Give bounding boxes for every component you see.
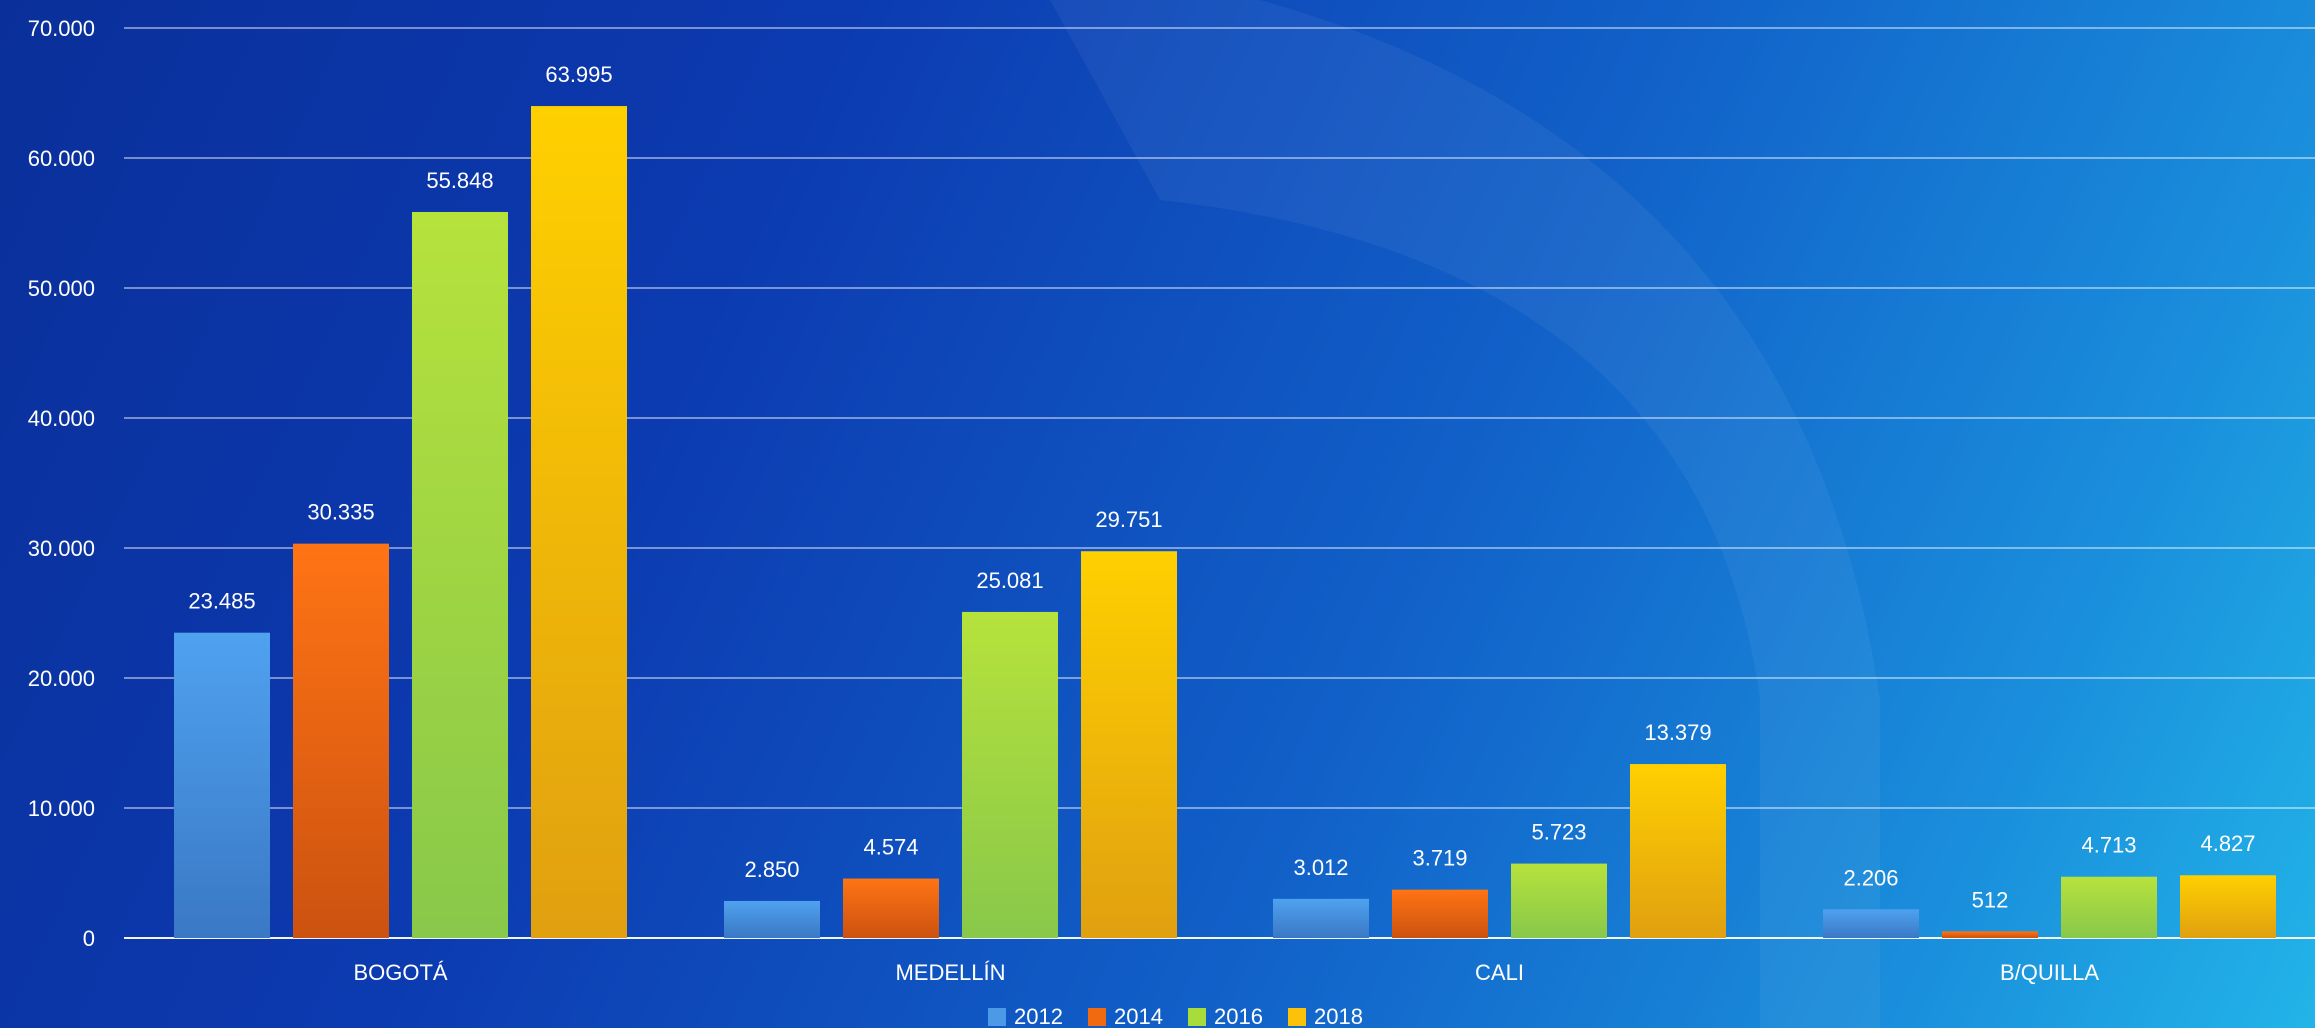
legend-swatch-2016 [1188,1008,1206,1026]
bar-2018-2 [1630,764,1726,938]
category-label: BOGOTÁ [353,960,447,985]
data-label: 13.379 [1644,720,1711,745]
bar-2012-3 [1823,909,1919,938]
bar-2012-1 [724,900,820,938]
legend-label: 2018 [1314,1004,1363,1028]
data-label: 4.713 [2081,833,2136,858]
data-label: 3.012 [1293,855,1348,880]
data-label: 63.995 [545,62,612,87]
y-tick-label: 20.000 [28,666,95,691]
data-label: 23.485 [188,589,255,614]
data-label: 512 [1972,887,2009,912]
bar-2016-3 [2061,876,2157,938]
bar-2014-3 [1942,931,2038,938]
y-tick-label: 30.000 [28,536,95,561]
category-label: B/QUILLA [2000,960,2099,985]
y-tick-label: 0 [83,926,95,951]
y-tick-label: 70.000 [28,16,95,41]
bar-2018-3 [2180,875,2276,938]
legend-swatch-2014 [1088,1008,1106,1026]
bar-2016-1 [962,611,1058,938]
bar-2014-1 [843,878,939,938]
data-label: 55.848 [426,168,493,193]
data-label: 4.827 [2200,831,2255,856]
bar-2016-2 [1511,863,1607,938]
legend-label: 2016 [1214,1004,1263,1028]
y-tick-label: 50.000 [28,276,95,301]
data-label: 5.723 [1531,820,1586,845]
category-label: MEDELLÍN [895,960,1005,985]
category-label: CALI [1475,960,1524,985]
legend-label: 2012 [1014,1004,1063,1028]
background-swoosh [1050,0,1880,1028]
y-tick-label: 60.000 [28,146,95,171]
bar-2012-0 [174,632,270,938]
y-tick-label: 10.000 [28,796,95,821]
data-label: 4.574 [863,835,918,860]
bar-2016-0 [412,211,508,938]
data-label: 25.081 [976,568,1043,593]
legend-swatch-2018 [1288,1008,1306,1026]
bar-2014-0 [293,543,389,938]
legend: 2012 2014 2016 2018 [988,1004,1363,1028]
bar-2012-2 [1273,898,1369,938]
data-label: 3.719 [1412,846,1467,871]
data-label: 29.751 [1095,507,1162,532]
x-axis: BOGOTÁ MEDELLÍN CALI B/QUILLA [353,960,2099,985]
bar-2018-1 [1081,551,1177,938]
bar-2014-2 [1392,889,1488,938]
data-label: 30.335 [307,500,374,525]
bar-2018-0 [531,106,627,938]
y-axis: 0 10.000 20.000 30.000 40.000 50.000 60.000 70.… [28,16,95,951]
bars: 23.485 30.335 55.848 63.995 2.850 4.574 25.081… [174,62,2276,938]
legend-swatch-2012 [988,1008,1006,1026]
legend-label: 2014 [1114,1004,1163,1028]
data-label: 2.206 [1843,865,1898,890]
data-label: 2.850 [744,857,799,882]
y-tick-label: 40.000 [28,406,95,431]
